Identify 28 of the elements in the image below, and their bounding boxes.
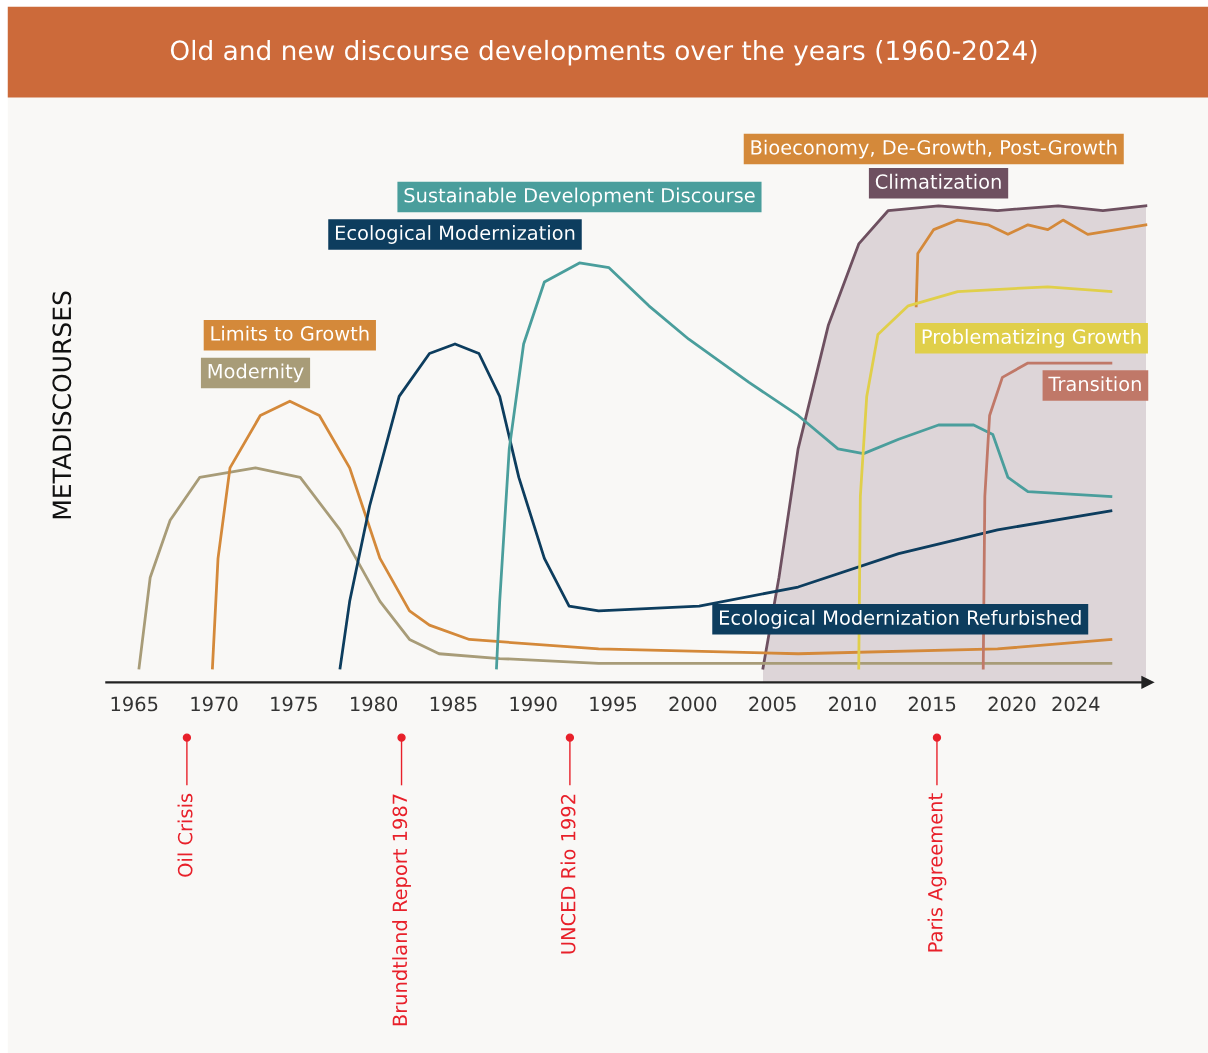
series-label: Transition [1048,376,1141,392]
ref-line-label: Paris Agreement [927,793,947,952]
x-tick-label: 1980 [351,696,398,712]
chart-title: Old and new discourse developments over the years (1960-2024) [170,39,1037,66]
text: Modernity [208,363,304,383]
text: Limits to Growth [211,325,369,341]
text: Sustainable Development Discourse [404,187,755,207]
x-tick-label: 1975 [271,696,317,712]
ref-line-label: UNCED Rio 1992 [560,794,576,954]
x-tick-label: 2005 [749,696,796,712]
text: Ecological Modernization [335,225,575,244]
text: Bioeconomy, De-Growth, Post-Growth [751,139,1117,159]
x-tick-label: 1995 [590,696,637,712]
annotation: Ecological Modernization Refurbished [720,609,1081,629]
series-label: Climatization [875,173,1001,189]
x-tick-label: 2010 [829,696,876,712]
x-tick-label: 1985 [430,696,477,712]
x-tick-label: 1990 [510,696,557,712]
x-tick-label: 1970 [191,696,238,712]
x-tick-label: 2020 [988,696,1036,712]
y-axis-title: METADISCOURSES [52,291,72,519]
ref-line-label: Brundtland Report 1987 [392,794,411,1026]
x-tick-label: 2015 [908,696,956,712]
x-tick-label: 1965 [111,696,158,712]
x-tick-label: 2000 [669,696,717,712]
ref-line-label: Oil Crisis [177,793,193,877]
x-tick-label: 2024 [1052,696,1100,712]
series-label: Problematizing Growth [922,328,1141,348]
